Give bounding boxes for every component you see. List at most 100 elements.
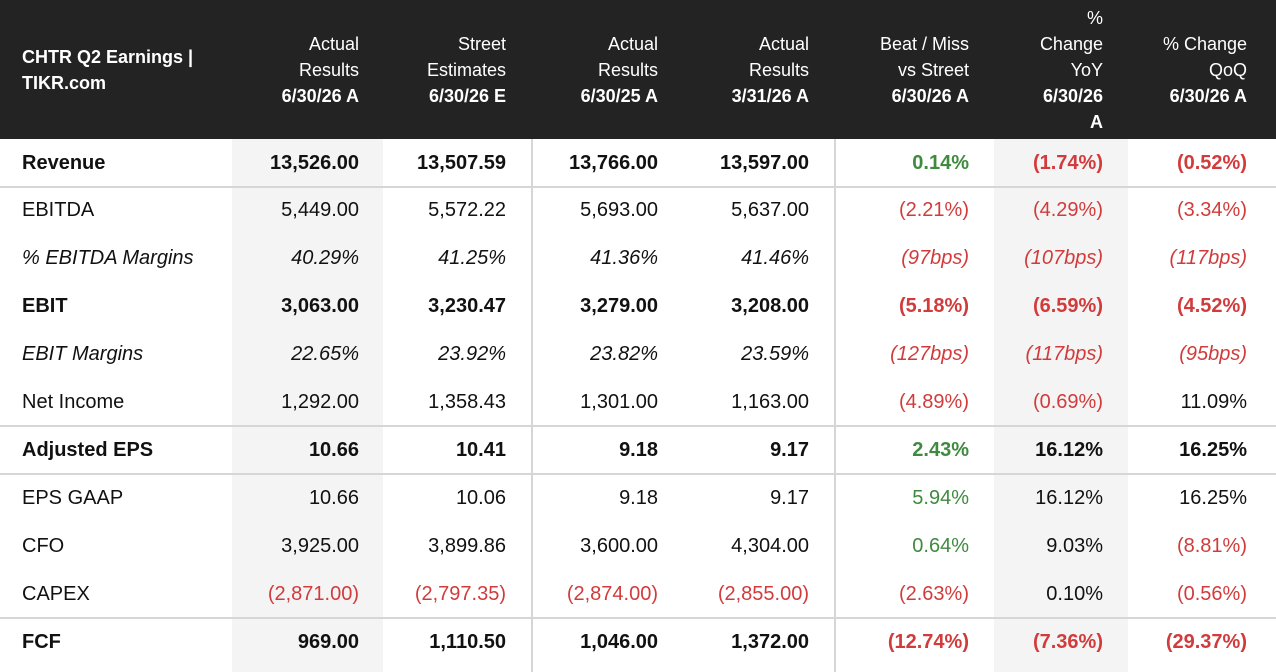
value-cell: 1,110.50 xyxy=(429,630,506,653)
value-cell: 10.06 xyxy=(455,486,506,509)
value-cell: 23.59% xyxy=(741,342,809,365)
column-header-line: Actual xyxy=(758,33,809,54)
value-cell: 22.65% xyxy=(291,342,359,365)
row-label: Adjusted EPS xyxy=(22,438,154,461)
value-cell: (117bps) xyxy=(1169,246,1247,269)
value-cell: (12.74%) xyxy=(887,630,969,653)
value-cell: (127bps) xyxy=(890,342,969,365)
value-cell: (95bps) xyxy=(1179,342,1247,365)
value-cell: (6.59%) xyxy=(1032,294,1103,317)
column-header-line: 6/30/26 xyxy=(1042,85,1103,106)
table-row: CFO 3,925.00 3,899.86 3,600.00 4,304.00 0.64%… xyxy=(0,522,1276,570)
row-label: EPS GAAP xyxy=(22,486,124,509)
column-header-line: Results xyxy=(298,59,359,80)
value-cell: 23.92% xyxy=(438,342,506,365)
value-cell: 10.66 xyxy=(308,486,359,509)
value-cell: 2.43% xyxy=(912,438,969,461)
row-label: FCF xyxy=(22,630,61,653)
value-cell: 16.12% xyxy=(1035,486,1103,509)
value-cell: 5,572.22 xyxy=(428,198,506,221)
value-cell: 13,766.00 xyxy=(569,151,658,174)
row-label: CFO xyxy=(22,534,65,557)
value-cell: (0.56%) xyxy=(1176,582,1247,605)
column-header-line: % xyxy=(1086,7,1103,28)
value-cell: 0.14% xyxy=(912,151,969,174)
value-cell: 3,208.00 xyxy=(731,294,809,317)
value-cell: 9.18 xyxy=(619,438,658,461)
row-label: Net Income xyxy=(22,390,125,413)
value-cell: 41.25% xyxy=(438,246,506,269)
value-cell: 10.41 xyxy=(455,438,506,461)
shaded-column-bg xyxy=(232,139,383,672)
column-header-line: YoY xyxy=(1070,59,1103,80)
value-cell: 3,925.00 xyxy=(281,534,359,557)
table-row: EPS GAAP 10.66 10.06 9.18 9.17 5.94% 16.12% 16.… xyxy=(0,474,1276,522)
table-title-line: TIKR.com xyxy=(22,72,107,93)
table-row: % EBITDA Margins 40.29% 41.25% 41.36% 41.46%… xyxy=(0,234,1276,282)
column-header: % Change QoQ 6/30/26 A xyxy=(1128,0,1247,139)
column-header-line: 6/30/26 E xyxy=(428,85,506,106)
row-label: EBIT Margins xyxy=(22,342,144,365)
value-cell: (2,797.35) xyxy=(414,582,506,605)
value-cell: 9.17 xyxy=(770,486,809,509)
column-header-line: A xyxy=(1090,111,1103,132)
row-label: EBITDA xyxy=(22,198,95,221)
value-cell: (7.36%) xyxy=(1032,630,1103,653)
value-cell: 41.46% xyxy=(741,246,809,269)
value-cell: 0.64% xyxy=(912,534,969,557)
value-cell: (2.21%) xyxy=(898,198,969,221)
value-cell: 1,046.00 xyxy=(580,630,658,653)
table-row: EBIT 3,063.00 3,230.47 3,279.00 3,208.00 (5.1… xyxy=(0,282,1276,330)
column-header-line: Beat / Miss xyxy=(879,33,969,54)
value-cell: (2,855.00) xyxy=(717,582,809,605)
value-cell: 9.18 xyxy=(619,486,658,509)
column-header-line: vs Street xyxy=(897,59,969,80)
value-cell: 1,358.43 xyxy=(428,390,506,413)
column-header-line: 6/30/26 A xyxy=(1169,85,1247,106)
row-separator xyxy=(0,425,1276,427)
value-cell: 13,526.00 xyxy=(270,151,359,174)
value-cell: 3,063.00 xyxy=(281,294,359,317)
value-cell: 40.29% xyxy=(291,246,359,269)
value-cell: (2,874.00) xyxy=(566,582,658,605)
row-separator xyxy=(0,186,1276,188)
value-cell: (3.34%) xyxy=(1176,198,1247,221)
value-cell: (29.37%) xyxy=(1165,630,1247,653)
value-cell: 3,279.00 xyxy=(580,294,658,317)
value-cell: (4.29%) xyxy=(1032,198,1103,221)
value-cell: (107bps) xyxy=(1024,246,1103,269)
value-cell: 16.25% xyxy=(1179,438,1247,461)
value-cell: 16.12% xyxy=(1035,438,1103,461)
value-cell: (97bps) xyxy=(901,246,969,269)
column-header-line: Estimates xyxy=(426,59,506,80)
value-cell: (0.69%) xyxy=(1032,390,1103,413)
column-header: Actual Results 6/30/25 A xyxy=(532,0,658,139)
row-label: % EBITDA Margins xyxy=(22,246,194,269)
value-cell: 4,304.00 xyxy=(731,534,809,557)
column-header-line: Actual xyxy=(308,33,359,54)
column-header-line: Results xyxy=(748,59,809,80)
column-header-line: 6/30/26 A xyxy=(891,85,969,106)
value-cell: 1,372.00 xyxy=(731,630,809,653)
shaded-column-bg xyxy=(994,139,1128,672)
table-row: FCF 969.00 1,110.50 1,046.00 1,372.00 (12.74%… xyxy=(0,618,1276,666)
column-header-line: 6/30/26 A xyxy=(281,85,359,106)
value-cell: (1.74%) xyxy=(1032,151,1103,174)
table-title: CHTR Q2 Earnings | TIKR.com xyxy=(22,0,232,139)
value-cell: 5,449.00 xyxy=(281,198,359,221)
column-separator xyxy=(834,139,836,672)
value-cell: (0.52%) xyxy=(1176,151,1247,174)
value-cell: (2,871.00) xyxy=(267,582,359,605)
value-cell: 9.03% xyxy=(1046,534,1103,557)
column-separator xyxy=(531,139,533,672)
value-cell: 23.82% xyxy=(590,342,658,365)
value-cell: 3,899.86 xyxy=(428,534,506,557)
column-header-line: Street xyxy=(457,33,506,54)
value-cell: 0.10% xyxy=(1046,582,1103,605)
value-cell: 5,637.00 xyxy=(731,198,809,221)
value-cell: 5,693.00 xyxy=(580,198,658,221)
value-cell: 1,301.00 xyxy=(580,390,658,413)
table-row: CAPEX (2,871.00) (2,797.35) (2,874.00) (2,85… xyxy=(0,570,1276,618)
value-cell: 1,292.00 xyxy=(281,390,359,413)
